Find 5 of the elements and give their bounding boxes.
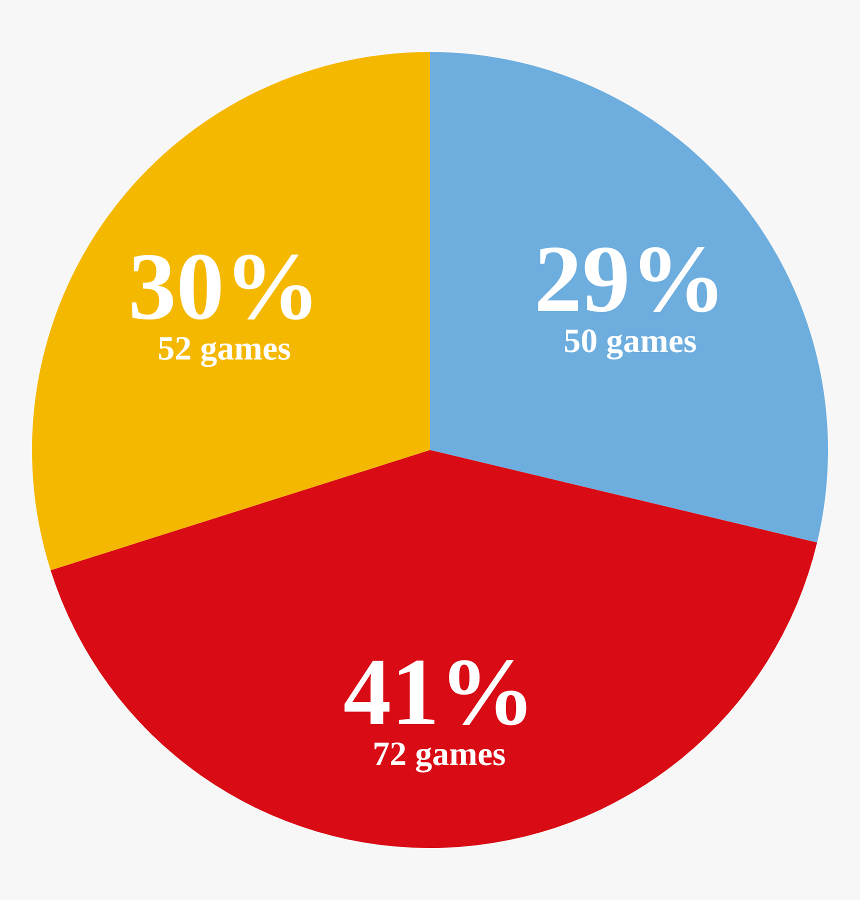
data-label: 52 games (158, 330, 291, 368)
data-label: 72 games (372, 736, 506, 773)
pie-slice (50, 450, 818, 848)
pie-slice (32, 52, 430, 570)
pie-slice (430, 52, 828, 543)
